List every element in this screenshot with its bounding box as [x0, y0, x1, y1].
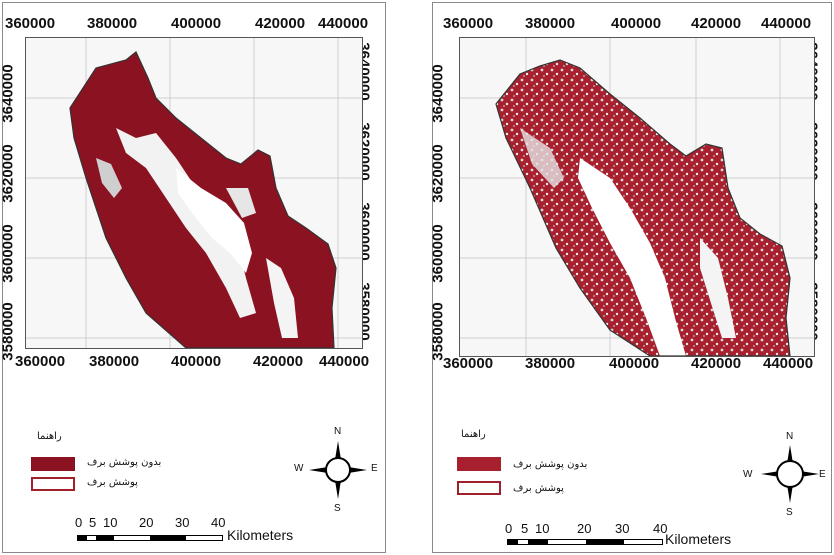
map-frame — [459, 37, 815, 357]
x-tick-bottom: 380000 — [525, 355, 576, 372]
compass-n: N — [786, 431, 794, 442]
legend-label-snow: پوشش برف — [87, 477, 138, 488]
compass-e: E — [371, 463, 378, 474]
left-map-panel: 360000 380000 400000 420000 440000 36400… — [0, 2, 386, 553]
x-tick-bottom: 440000 — [763, 355, 814, 372]
y-tick-left: 3580000 — [429, 302, 447, 361]
x-tick-top: 380000 — [525, 15, 576, 32]
x-tick-top: 440000 — [761, 15, 812, 32]
scale-label: 20 — [577, 521, 592, 536]
x-tick-bottom: 420000 — [253, 353, 304, 370]
y-tick-left: 3600000 — [0, 224, 17, 283]
scale-label: 5 — [89, 515, 97, 530]
x-tick-bottom: 360000 — [15, 353, 66, 370]
legend-label-no-snow: بدون پوشش برف — [87, 457, 162, 468]
x-tick-bottom: 360000 — [443, 355, 494, 372]
snow-cover-map-right — [460, 38, 814, 356]
scale-label: 0 — [75, 515, 83, 530]
x-tick-bottom: 440000 — [319, 353, 370, 370]
legend-title: راهنما — [461, 429, 486, 440]
scale-bar — [77, 535, 223, 541]
map-frame — [25, 37, 363, 349]
compass-w: W — [294, 463, 304, 474]
scale-label: 10 — [103, 515, 118, 530]
x-tick-top: 360000 — [5, 15, 56, 32]
legend-swatch-snow — [457, 481, 501, 495]
legend-swatch-no-snow — [31, 457, 75, 471]
snow-cover-map-left — [26, 38, 362, 348]
scale-label: 20 — [139, 515, 154, 530]
scale-label: 40 — [211, 515, 226, 530]
legend-title: راهنما — [37, 431, 62, 442]
y-tick-left: 3580000 — [0, 302, 17, 361]
compass-w: W — [743, 469, 753, 480]
legend-swatch-no-snow — [457, 457, 501, 471]
x-tick-top: 400000 — [611, 15, 662, 32]
x-tick-bottom: 420000 — [691, 355, 742, 372]
legend-swatch-snow — [31, 477, 75, 491]
scale-label: 10 — [535, 521, 550, 536]
scale-label: 0 — [505, 521, 513, 536]
x-tick-bottom: 380000 — [89, 353, 140, 370]
scale-label: 30 — [615, 521, 630, 536]
scale-unit: Kilometers — [665, 531, 732, 547]
scale-label: 40 — [653, 521, 668, 536]
compass-s: S — [334, 503, 341, 514]
legend-label-no-snow: بدون پوشش برف — [513, 459, 588, 470]
scale-bar — [507, 539, 663, 545]
right-map-panel: 360000 380000 400000 420000 440000 36400… — [429, 2, 832, 553]
x-tick-top: 420000 — [255, 15, 306, 32]
north-arrow-icon — [761, 445, 819, 503]
y-tick-left: 3640000 — [0, 64, 17, 123]
scale-label: 30 — [175, 515, 190, 530]
x-tick-top: 380000 — [87, 15, 138, 32]
compass-e: E — [819, 469, 826, 480]
scale-unit: Kilometers — [227, 527, 294, 543]
y-tick-left: 3640000 — [429, 64, 447, 123]
y-tick-left: 3620000 — [429, 144, 447, 203]
compass-s: S — [786, 507, 793, 518]
x-tick-top: 440000 — [318, 15, 369, 32]
y-tick-left: 3620000 — [0, 144, 17, 203]
x-tick-top: 420000 — [691, 15, 742, 32]
legend-label-snow: پوشش برف — [513, 483, 564, 494]
x-tick-bottom: 400000 — [609, 355, 660, 372]
x-tick-top: 400000 — [171, 15, 222, 32]
compass-n: N — [334, 426, 342, 437]
scale-label: 5 — [521, 521, 529, 536]
north-arrow-icon — [309, 441, 367, 499]
x-tick-top: 360000 — [443, 15, 494, 32]
x-tick-bottom: 400000 — [171, 353, 222, 370]
y-tick-left: 3600000 — [429, 224, 447, 283]
